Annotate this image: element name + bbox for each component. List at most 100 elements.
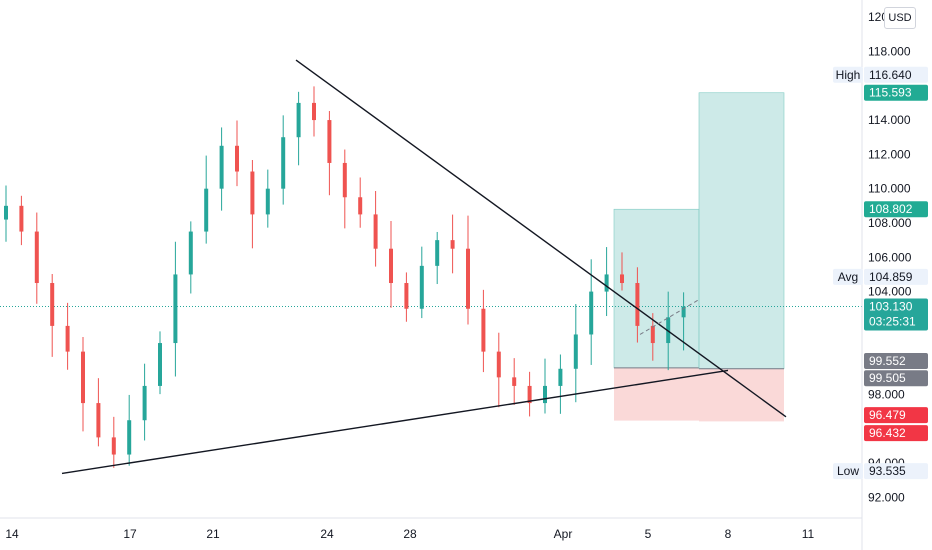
y-tick-label: 98.000 xyxy=(868,388,905,402)
y-tick-label: 106.000 xyxy=(868,250,912,264)
candle-body xyxy=(681,306,686,318)
entry-upper-tag-bg xyxy=(864,353,928,370)
stop-lower-tag: 96.432 xyxy=(869,426,906,440)
y-tick-label: 118.000 xyxy=(868,44,911,58)
candle-body xyxy=(96,403,101,438)
stop-upper-tag: 96.479 xyxy=(869,408,906,422)
candle-body xyxy=(111,437,116,455)
candle-body xyxy=(250,171,255,215)
candle-body xyxy=(512,377,517,386)
currency-button[interactable]: USD xyxy=(884,7,916,29)
entry-lower-tag: 99.505 xyxy=(869,371,906,385)
candle-body xyxy=(481,308,486,352)
avg-label: Avg xyxy=(838,270,858,284)
candle-body xyxy=(404,283,409,309)
candle-body xyxy=(558,368,563,386)
x-tick-label: 14 xyxy=(5,527,19,541)
current-price-bg xyxy=(864,298,928,331)
high-label: High xyxy=(836,68,861,82)
candle-body xyxy=(358,197,363,215)
candle-body xyxy=(604,274,609,292)
candle-body xyxy=(34,231,39,284)
target-bottom-tag-bg xyxy=(864,201,928,218)
x-tick-label: 5 xyxy=(645,527,652,541)
candle-body xyxy=(450,240,455,249)
candle-body xyxy=(466,248,470,309)
candle-body xyxy=(219,145,224,189)
candle-body xyxy=(265,188,270,215)
candle-body xyxy=(142,385,147,421)
candle-body xyxy=(312,102,316,121)
candle-body xyxy=(65,325,70,352)
x-tick-label: Apr xyxy=(554,527,573,541)
projection-line xyxy=(639,299,699,335)
loss-zone xyxy=(699,368,784,422)
candle-body xyxy=(527,385,532,404)
bar-countdown: 03:25:31 xyxy=(869,315,916,329)
candle-body xyxy=(204,188,209,232)
current-price-value: 103.130 xyxy=(869,300,913,314)
candle-body xyxy=(496,351,501,378)
candle-body xyxy=(342,162,347,198)
y-tick-label: 110.000 xyxy=(868,182,911,196)
candle-body xyxy=(635,283,640,326)
candle-body xyxy=(419,265,424,309)
low-label-bg xyxy=(833,463,863,480)
profit-zone xyxy=(613,208,700,369)
stop-upper-tag-bg xyxy=(864,407,928,424)
candle-body xyxy=(173,274,178,344)
x-tick-label: 24 xyxy=(320,527,334,541)
candle-body xyxy=(235,145,239,172)
descending-trendline[interactable] xyxy=(295,59,787,418)
high-label-bg xyxy=(833,66,863,83)
candlestick-series xyxy=(4,86,686,468)
candle-body xyxy=(188,231,193,275)
candle-body xyxy=(50,283,55,326)
time-axis[interactable]: 14 17 21 24 28 Apr 5 8 11 xyxy=(5,527,814,541)
candle-body xyxy=(19,205,24,232)
high-value: 116.640 xyxy=(869,68,912,82)
position-zones xyxy=(0,92,862,422)
candle-body xyxy=(127,420,132,455)
y-tick-label: 104.000 xyxy=(868,285,912,299)
entry-lower-tag-bg xyxy=(864,370,928,387)
profit-zone xyxy=(698,92,785,369)
low-label: Low xyxy=(837,464,859,478)
low-value-bg xyxy=(864,463,928,480)
candle-body xyxy=(4,205,8,220)
target-top-tag: 115.593 xyxy=(869,86,912,100)
candle-body xyxy=(296,102,301,138)
candle-body xyxy=(158,343,162,386)
candle-body xyxy=(327,120,332,163)
stop-lower-tag-bg xyxy=(864,425,928,442)
candle-body xyxy=(389,248,393,284)
target-top-tag-bg xyxy=(864,84,928,101)
low-value: 93.535 xyxy=(869,464,906,478)
avg-label-bg xyxy=(833,268,863,285)
avg-value: 104.859 xyxy=(869,270,913,284)
y-tick-label: 114.000 xyxy=(868,113,911,127)
candle-body xyxy=(620,274,624,284)
high-value-bg xyxy=(864,66,928,83)
price-tags: High 116.640 115.593 108.802 Avg 104.859 103.1… xyxy=(833,66,928,480)
candle-body xyxy=(81,351,85,404)
avg-value-bg xyxy=(864,268,928,285)
candle-body xyxy=(435,240,440,266)
target-bottom-tag: 108.802 xyxy=(869,202,913,216)
candle-body xyxy=(650,325,655,344)
candle-body xyxy=(373,214,378,249)
y-tick-label: 92.000 xyxy=(868,490,905,504)
ascending-trendline[interactable] xyxy=(61,369,729,475)
x-tick-label: 8 xyxy=(725,527,732,541)
x-tick-label: 11 xyxy=(802,527,815,541)
candle-body xyxy=(573,334,578,369)
entry-upper-tag: 99.552 xyxy=(869,354,906,368)
x-tick-label: 28 xyxy=(403,527,417,541)
candle-body xyxy=(543,385,547,404)
x-tick-label: 17 xyxy=(123,527,137,541)
trendlines[interactable] xyxy=(61,59,787,475)
candle-body xyxy=(281,137,286,189)
candle-body xyxy=(589,291,594,335)
loss-zone xyxy=(614,367,699,421)
